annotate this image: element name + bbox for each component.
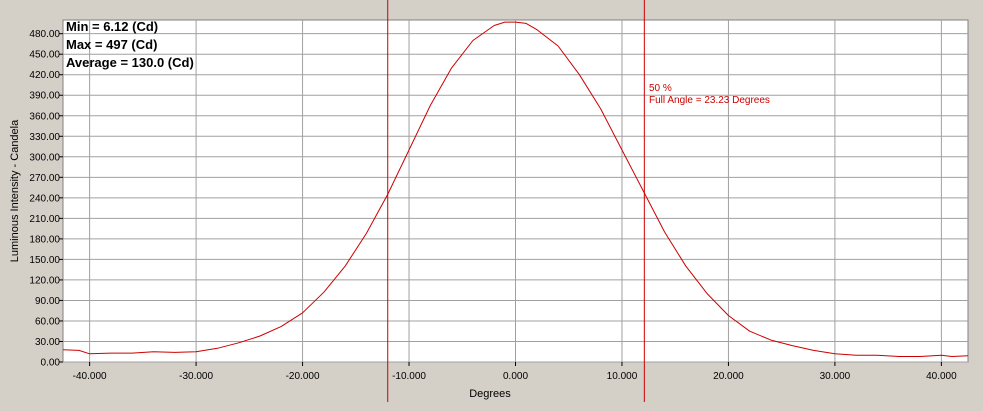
annotation-full-angle: Full Angle = 23.23 Degrees (649, 95, 770, 106)
grid (63, 20, 968, 363)
x-tick-label: 40.000 (926, 371, 957, 382)
y-tick-label: 120.00 (29, 275, 60, 286)
x-axis-title: Degrees (469, 388, 511, 400)
y-tick-label: 90.00 (35, 296, 60, 307)
x-tick-label: 10.000 (607, 371, 638, 382)
y-tick-label: 300.00 (29, 152, 60, 163)
y-tick-label: 180.00 (29, 234, 60, 245)
intensity-curve (62, 21, 969, 357)
y-tick-label: 30.00 (35, 337, 60, 348)
x-tick-label: 20.000 (713, 371, 744, 382)
y-tick-label: 240.00 (29, 193, 60, 204)
y-tick-label: 420.00 (29, 70, 60, 81)
y-tick-label: 150.00 (29, 255, 60, 266)
y-tick-label: 0.00 (41, 358, 61, 369)
x-ticks: -40.000 -30.000 -20.000 -10.000 0.000 10.000 2… (73, 362, 957, 382)
y-tick-label: 270.00 (29, 173, 60, 184)
x-tick-label: -40.000 (73, 371, 107, 382)
stat-average: Average = 130.0 (Cd) (66, 55, 194, 70)
marker-lines (387, 0, 645, 402)
series-layer (62, 21, 969, 357)
y-tick-label: 330.00 (29, 132, 60, 143)
x-tick-label: -10.000 (392, 371, 426, 382)
y-tick-label: 450.00 (29, 50, 60, 61)
annotation-percent: 50 % (649, 83, 672, 94)
y-tick-label: 360.00 (29, 111, 60, 122)
stat-max: Max = 497 (Cd) (66, 37, 157, 52)
x-tick-label: -20.000 (286, 371, 320, 382)
y-tick-label: 210.00 (29, 214, 60, 225)
y-tick-label: 480.00 (29, 29, 60, 40)
stat-min: Min = 6.12 (Cd) (66, 19, 158, 34)
y-axis-title: Luminous Intensity - Candela (9, 119, 21, 262)
y-tick-label: 390.00 (29, 91, 60, 102)
y-tick-label: 60.00 (35, 316, 60, 327)
x-tick-label: -30.000 (179, 371, 213, 382)
y-ticks: 0.00 30.00 60.00 90.00 120.00 150.00 180.00 210… (29, 29, 63, 369)
x-tick-label: 0.000 (503, 371, 528, 382)
x-tick-label: 30.000 (820, 371, 851, 382)
